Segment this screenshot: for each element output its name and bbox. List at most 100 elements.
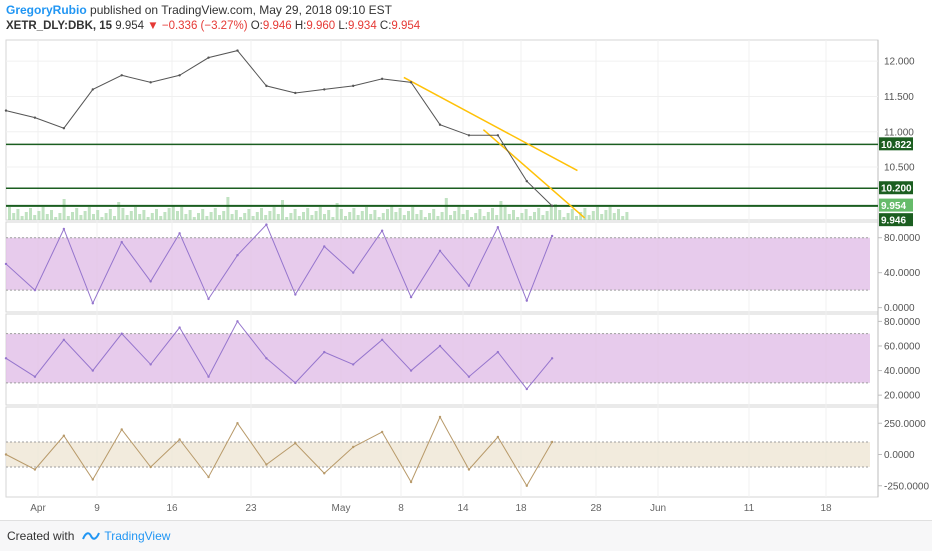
volume-bar: [503, 207, 507, 220]
rsi-point: [380, 338, 384, 342]
volume-bar: [549, 207, 553, 220]
volume-bar: [66, 216, 70, 220]
volume-bar: [142, 210, 146, 220]
cci-tick-label: 250.0000: [884, 419, 926, 430]
volume-bar: [92, 214, 95, 220]
price-point: [149, 81, 152, 84]
tradingview-label[interactable]: TradingView: [104, 529, 171, 543]
stoch-point: [323, 245, 326, 248]
volume-bar: [377, 217, 381, 220]
volume-bar: [192, 217, 196, 220]
volume-bar: [150, 213, 154, 220]
price-point: [352, 84, 355, 88]
cci-point: [4, 453, 8, 456]
volume-bar: [381, 213, 385, 220]
open-label: O:: [250, 20, 263, 32]
volume-bar: [369, 214, 373, 220]
stoch-tick-label: 40.0000: [884, 268, 921, 279]
rsi-point: [294, 381, 297, 385]
trendline[interactable]: [482, 129, 586, 219]
volume-bar: [617, 209, 620, 220]
volume-bar: [335, 203, 339, 220]
price-tick-label: 12.000: [884, 57, 915, 68]
volume-bar: [575, 216, 578, 220]
stoch-point: [380, 229, 384, 232]
volume-bar: [234, 210, 238, 220]
volume-bar: [398, 208, 402, 220]
volume-bar: [171, 205, 175, 220]
trading-chart[interactable]: Apr 9 16 23 May 8 14 18 28 Jun 11 18 12.000 11.500 11.…: [0, 0, 932, 520]
cci-point: [380, 430, 384, 434]
cci-point: [120, 428, 123, 431]
volume-bar: [83, 211, 87, 220]
volume-bar: [20, 216, 24, 220]
rsi-point: [62, 338, 66, 342]
rsi-point: [33, 375, 37, 378]
volume-bar: [268, 211, 272, 220]
rsi-point: [265, 357, 268, 360]
volume-bar: [344, 216, 347, 220]
volume-bar: [264, 215, 268, 220]
rsi-point: [438, 344, 442, 348]
stoch-point: [409, 295, 413, 299]
symbol[interactable]: XETR_DLY:DBK, 15: [6, 20, 113, 32]
price-point: [550, 204, 554, 208]
volume-bar: [516, 217, 520, 220]
volume-bar: [58, 213, 62, 220]
price-point: [236, 49, 239, 52]
trendline[interactable]: [403, 76, 578, 172]
volume-bar: [591, 211, 595, 220]
rsi-point: [236, 320, 239, 323]
volume-bar: [197, 213, 200, 220]
stoch-point: [525, 299, 528, 302]
rsi-point: [550, 357, 554, 360]
volume-bar: [608, 207, 612, 220]
volume-bar: [24, 212, 28, 220]
rsi-point: [91, 369, 95, 372]
tradingview-brand[interactable]: TradingView: [82, 529, 170, 543]
price-tick-label: 11.000: [884, 127, 914, 138]
volume-bar: [276, 214, 280, 220]
volume-bar: [457, 207, 461, 220]
volume-bar: [604, 210, 608, 220]
volume-bar: [323, 214, 326, 220]
volume-bar: [436, 216, 440, 220]
rsi-point: [178, 326, 181, 329]
author-link[interactable]: GregoryRubio: [6, 3, 87, 17]
volume-bar: [562, 217, 566, 220]
price-tag-label: 9.946: [881, 216, 906, 227]
volume-bar: [621, 216, 625, 220]
volume-bar: [507, 214, 511, 220]
volume-bar: [314, 211, 318, 220]
stoch-point: [33, 288, 37, 292]
volume-bar: [432, 209, 436, 220]
chart-header: GregoryRubio published on TradingView.co…: [6, 2, 932, 38]
volume-bar: [33, 215, 37, 220]
price-series-line: [5, 50, 553, 207]
volume-bar: [579, 212, 583, 220]
volume-bar: [327, 210, 331, 220]
rsi-tick-label: 80.0000: [884, 317, 921, 328]
rsi-point: [120, 332, 123, 335]
volume-bar: [533, 212, 536, 220]
volume-bar: [251, 216, 255, 220]
volume-bar: [318, 207, 322, 220]
price-tag-box: [879, 198, 913, 212]
stoch-point: [207, 297, 210, 301]
stoch-point: [294, 293, 297, 296]
volume-bar: [289, 213, 293, 220]
volume-bar: [419, 210, 423, 220]
volume-bar: [545, 211, 549, 220]
volume-bar: [360, 211, 364, 220]
price-tag-box: [879, 213, 913, 227]
high-value: 9.960: [306, 20, 336, 32]
volume-bar: [537, 208, 541, 220]
price-point: [496, 134, 500, 137]
cci-point: [91, 478, 95, 481]
price-point: [4, 109, 8, 112]
stoch-point: [62, 227, 66, 231]
volume-bar: [386, 209, 389, 220]
price-point: [323, 88, 326, 91]
volume-bar: [423, 217, 427, 220]
rsi-point: [207, 375, 210, 378]
